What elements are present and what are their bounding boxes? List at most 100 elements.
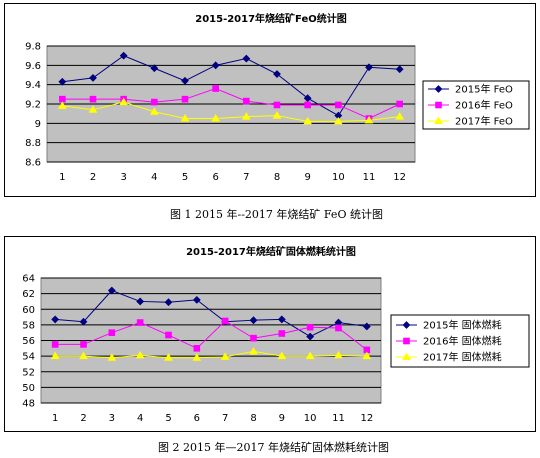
y-tick-label: 62 bbox=[22, 289, 35, 300]
x-tick-label: 9 bbox=[304, 172, 310, 183]
legend-marker bbox=[434, 116, 443, 124]
data-point bbox=[362, 351, 372, 360]
data-point bbox=[278, 330, 286, 337]
x-tick-label: 10 bbox=[332, 172, 345, 183]
series-line bbox=[55, 350, 367, 359]
legend-entry: 2015年 固体燃耗 bbox=[423, 319, 502, 332]
x-tick-label: 4 bbox=[137, 413, 143, 424]
x-tick-label: 11 bbox=[332, 413, 345, 424]
feo-chart-caption: 图 1 2015 年--2017 年烧结矿 FeO 统计图 bbox=[170, 208, 383, 221]
data-point bbox=[395, 112, 405, 120]
y-tick-label: 8.8 bbox=[25, 138, 41, 149]
series-2 bbox=[59, 85, 403, 122]
data-point bbox=[365, 63, 373, 72]
legend: 2015年 固体燃耗 2016年 固体燃耗 2017年 固体燃耗 bbox=[390, 314, 530, 368]
data-point bbox=[306, 332, 315, 341]
data-point bbox=[220, 352, 230, 360]
legend-marker bbox=[435, 101, 442, 109]
data-point bbox=[242, 54, 251, 63]
y-tick-label: 64 bbox=[22, 274, 35, 285]
x-tick-label: 6 bbox=[212, 172, 218, 183]
data-point bbox=[136, 319, 144, 326]
y-tick-label: 54 bbox=[22, 352, 35, 363]
legend-entry: 2017年 固体燃耗 bbox=[423, 351, 502, 364]
data-point bbox=[80, 341, 87, 348]
data-point bbox=[211, 61, 220, 70]
x-tick-label: 9 bbox=[279, 413, 285, 424]
x-tick-label: 11 bbox=[363, 172, 376, 183]
x-tick-label: 7 bbox=[243, 172, 249, 183]
fuel-chart-panel: 2015-2017年烧结矿固体燃耗统计图 64 62 60 58 56 54 52 50 48 1 2… bbox=[4, 236, 536, 432]
data-point bbox=[180, 114, 190, 122]
data-point bbox=[212, 85, 219, 92]
y-tick-label: 9.2 bbox=[25, 100, 41, 111]
x-tick-label: 8 bbox=[274, 172, 280, 183]
data-point bbox=[362, 322, 371, 331]
data-point bbox=[89, 95, 97, 103]
data-point bbox=[304, 101, 311, 109]
x-tick-label: 4 bbox=[151, 172, 157, 183]
data-point bbox=[243, 97, 250, 105]
y-tick-label: 52 bbox=[22, 367, 35, 378]
x-tick-label: 1 bbox=[59, 172, 65, 183]
data-point bbox=[136, 297, 145, 306]
data-point bbox=[192, 353, 202, 361]
data-point bbox=[165, 331, 172, 339]
x-tick-label: 8 bbox=[250, 413, 256, 424]
x-tick-label: 12 bbox=[393, 172, 406, 183]
feo-chart-panel: 2015-2017年烧结矿FeO统计图 9.8 9.6 9.4 9.2 9 8.8 8.6 1 2… bbox=[4, 3, 536, 197]
data-point bbox=[395, 65, 404, 74]
y-tick-label: 9 bbox=[35, 119, 41, 130]
legend-marker bbox=[434, 85, 443, 93]
data-point bbox=[79, 351, 88, 360]
chart-title: 2015-2017年烧结矿FeO统计图 bbox=[195, 12, 347, 25]
chart-title: 2015-2017年烧结矿固体燃耗统计图 bbox=[186, 245, 356, 258]
y-tick-label: 8.6 bbox=[25, 158, 41, 169]
data-point bbox=[79, 317, 88, 326]
data-point bbox=[277, 351, 287, 360]
x-tick-label: 1 bbox=[52, 413, 58, 424]
y-tick-label: 56 bbox=[22, 336, 35, 347]
data-point bbox=[59, 95, 66, 103]
data-point bbox=[277, 315, 286, 324]
legend-marker bbox=[402, 352, 411, 360]
data-point bbox=[192, 295, 201, 304]
x-tick-label: 2 bbox=[80, 413, 86, 424]
x-tick-label: 10 bbox=[304, 413, 317, 424]
series-line bbox=[62, 87, 400, 120]
data-point bbox=[249, 316, 258, 325]
data-point bbox=[181, 76, 189, 85]
y-tick-label: 48 bbox=[22, 399, 35, 410]
data-point bbox=[364, 115, 374, 124]
data-point bbox=[193, 345, 201, 352]
data-point bbox=[335, 324, 342, 332]
data-point bbox=[119, 97, 129, 106]
data-point bbox=[50, 351, 60, 360]
data-point bbox=[51, 341, 59, 348]
data-point bbox=[150, 64, 159, 73]
data-point bbox=[164, 353, 173, 361]
y-tick-label: 9.6 bbox=[25, 61, 41, 72]
x-tick-label: 2 bbox=[90, 172, 96, 183]
y-tick-label: 9.8 bbox=[25, 42, 41, 53]
data-point bbox=[221, 317, 229, 325]
data-point bbox=[181, 95, 189, 103]
data-point bbox=[211, 114, 221, 122]
data-point bbox=[58, 77, 67, 86]
legend-entry: 2017年 FeO bbox=[455, 115, 513, 128]
legend-marker bbox=[402, 321, 411, 329]
y-tick-label: 60 bbox=[22, 305, 35, 316]
x-tick-label: 12 bbox=[360, 413, 373, 424]
data-point bbox=[107, 286, 116, 295]
data-point bbox=[273, 101, 281, 109]
data-point bbox=[303, 116, 313, 125]
series-2 bbox=[51, 317, 371, 354]
data-point bbox=[119, 51, 128, 60]
data-point bbox=[89, 73, 97, 82]
series-3 bbox=[50, 346, 372, 361]
series-3 bbox=[57, 97, 405, 125]
x-tick-label: 3 bbox=[120, 172, 126, 183]
data-point bbox=[164, 298, 173, 307]
